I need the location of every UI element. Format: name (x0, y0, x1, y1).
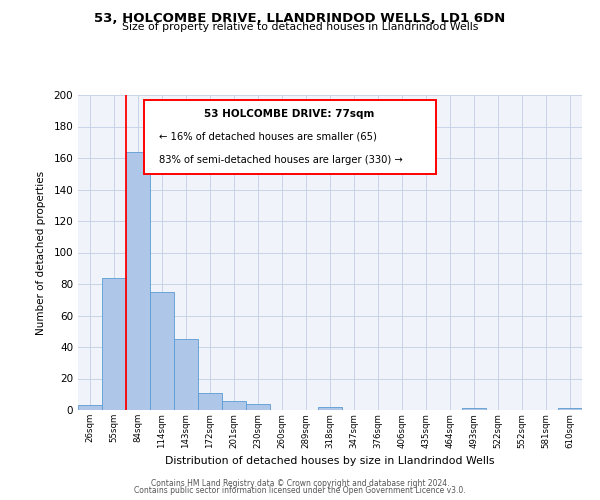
Text: 53, HOLCOMBE DRIVE, LLANDRINDOD WELLS, LD1 6DN: 53, HOLCOMBE DRIVE, LLANDRINDOD WELLS, L… (94, 12, 506, 26)
Bar (559, 408, 581, 410)
Bar (151, 292, 173, 410)
Bar (175, 339, 197, 410)
Text: Contains HM Land Registry data © Crown copyright and database right 2024.: Contains HM Land Registry data © Crown c… (151, 478, 449, 488)
Text: 83% of semi-detached houses are larger (330) →: 83% of semi-detached houses are larger (… (158, 155, 403, 165)
Y-axis label: Number of detached properties: Number of detached properties (37, 170, 46, 334)
Bar (223, 400, 245, 410)
Bar (79, 406, 101, 410)
Bar (463, 408, 485, 410)
Text: 53 HOLCOMBE DRIVE: 77sqm: 53 HOLCOMBE DRIVE: 77sqm (205, 109, 375, 119)
Bar (199, 392, 221, 410)
Bar (103, 278, 125, 410)
X-axis label: Distribution of detached houses by size in Llandrindod Wells: Distribution of detached houses by size … (165, 456, 495, 466)
Text: Size of property relative to detached houses in Llandrindod Wells: Size of property relative to detached ho… (122, 22, 478, 32)
Bar (319, 407, 341, 410)
Text: ← 16% of detached houses are smaller (65): ← 16% of detached houses are smaller (65… (158, 131, 377, 141)
FancyBboxPatch shape (143, 100, 436, 174)
Bar (127, 152, 149, 410)
Text: Contains public sector information licensed under the Open Government Licence v3: Contains public sector information licen… (134, 486, 466, 495)
Bar (247, 404, 269, 410)
